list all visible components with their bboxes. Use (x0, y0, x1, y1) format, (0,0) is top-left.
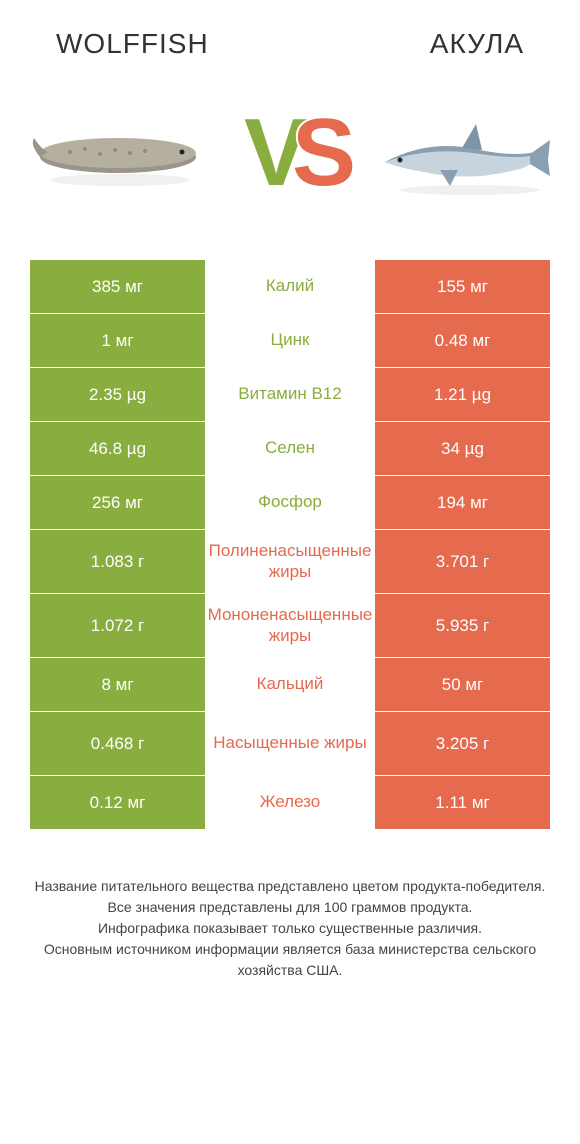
table-row: 385 мгКалий155 мг (30, 260, 550, 314)
nutrient-label: Мононенасыщенные жиры (205, 594, 375, 657)
value-right: 155 мг (375, 260, 550, 313)
wolffish-image (30, 110, 210, 200)
value-right: 0.48 мг (375, 314, 550, 367)
vs-graphic: V S (210, 100, 370, 210)
nutrient-table: 385 мгКалий155 мг1 мгЦинк0.48 мг2.35 µgВ… (30, 260, 550, 830)
table-row: 1 мгЦинк0.48 мг (30, 314, 550, 368)
value-left: 0.12 мг (30, 776, 205, 829)
value-left: 1.072 г (30, 594, 205, 657)
table-row: 2.35 µgВитамин B121.21 µg (30, 368, 550, 422)
footnote-line: Инфографика показывает только существенн… (30, 918, 550, 939)
table-row: 8 мгКальций50 мг (30, 658, 550, 712)
value-left: 1 мг (30, 314, 205, 367)
shark-image (370, 110, 550, 200)
title-right: АКУЛА (430, 28, 524, 60)
value-right: 3.205 г (375, 712, 550, 775)
value-left: 2.35 µg (30, 368, 205, 421)
table-row: 1.083 гПолиненасыщенные жиры3.701 г (30, 530, 550, 594)
header-titles: WOLFFISH АКУЛА (0, 0, 580, 60)
shark-icon (370, 110, 550, 200)
value-right: 50 мг (375, 658, 550, 711)
table-row: 0.12 мгЖелезо1.11 мг (30, 776, 550, 830)
table-row: 1.072 гМононенасыщенные жиры5.935 г (30, 594, 550, 658)
value-left: 46.8 µg (30, 422, 205, 475)
value-right: 34 µg (375, 422, 550, 475)
nutrient-label: Селен (205, 422, 375, 475)
value-left: 8 мг (30, 658, 205, 711)
value-right: 3.701 г (375, 530, 550, 593)
value-right: 1.11 мг (375, 776, 550, 829)
value-left: 385 мг (30, 260, 205, 313)
table-row: 256 мгФосфор194 мг (30, 476, 550, 530)
footnote-line: Название питательного вещества представл… (30, 876, 550, 897)
nutrient-label: Калий (205, 260, 375, 313)
table-row: 0.468 гНасыщенные жиры3.205 г (30, 712, 550, 776)
nutrient-label: Насыщенные жиры (205, 712, 375, 775)
footnote: Название питательного вещества представл… (0, 830, 580, 981)
nutrient-label: Фосфор (205, 476, 375, 529)
value-right: 1.21 µg (375, 368, 550, 421)
title-left: WOLFFISH (56, 28, 209, 60)
nutrient-label: Железо (205, 776, 375, 829)
value-right: 194 мг (375, 476, 550, 529)
nutrient-label: Витамин B12 (205, 368, 375, 421)
value-left: 256 мг (30, 476, 205, 529)
svg-text:S: S (292, 100, 356, 206)
footnote-line: Все значения представлены для 100 граммо… (30, 897, 550, 918)
nutrient-label: Цинк (205, 314, 375, 367)
value-left: 0.468 г (30, 712, 205, 775)
footnote-line: Основным источником информации является … (30, 939, 550, 981)
wolffish-icon (30, 110, 210, 200)
value-left: 1.083 г (30, 530, 205, 593)
nutrient-label: Кальций (205, 658, 375, 711)
nutrient-label: Полиненасыщенные жиры (205, 530, 375, 593)
hero-row: V S (0, 60, 580, 260)
value-right: 5.935 г (375, 594, 550, 657)
table-row: 46.8 µgСелен34 µg (30, 422, 550, 476)
